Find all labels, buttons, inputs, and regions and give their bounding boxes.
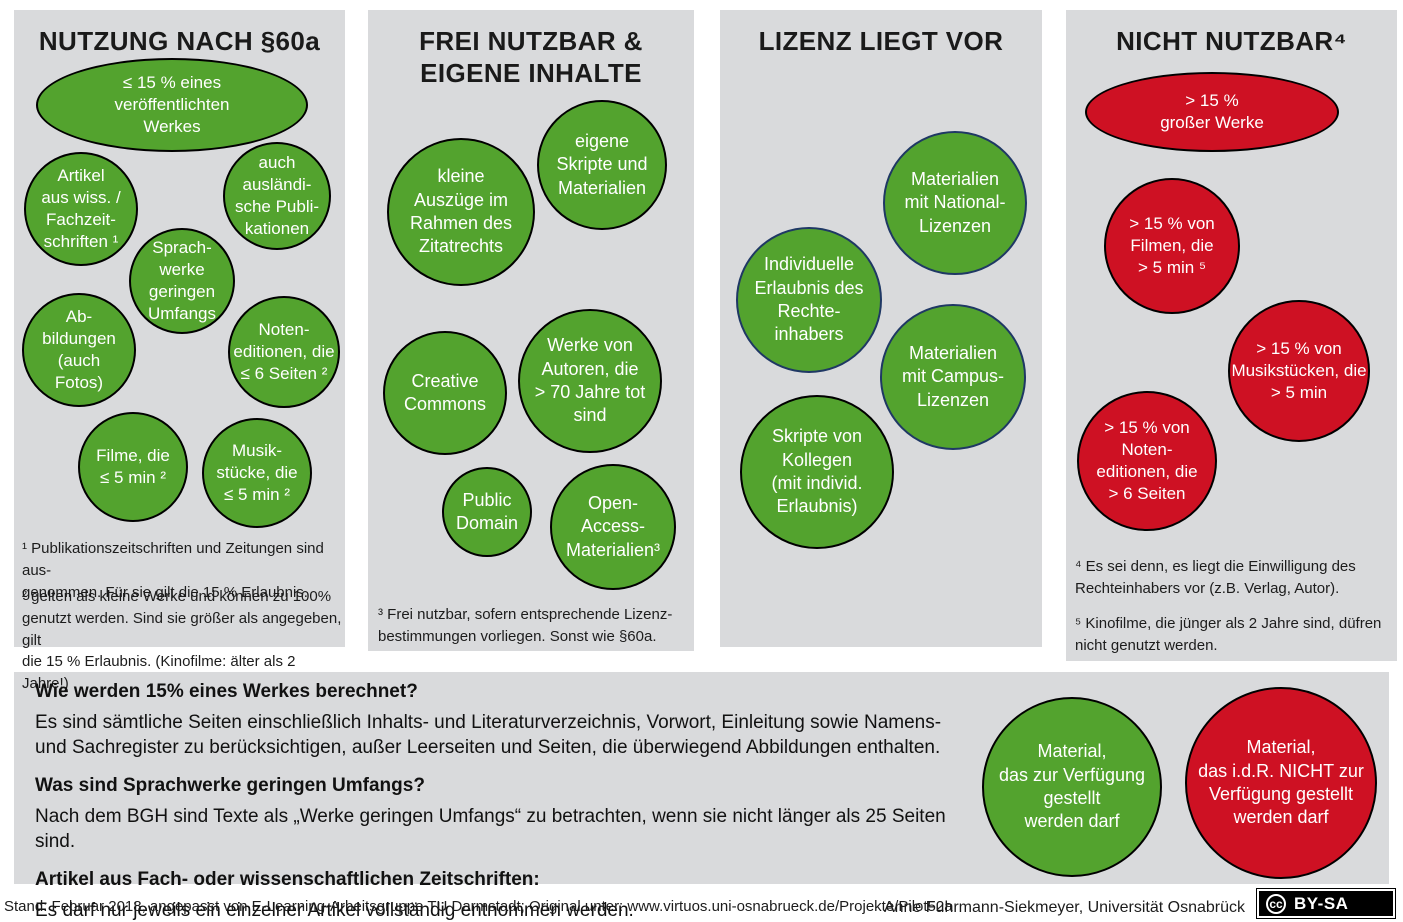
bubble-abbildungen: Ab- bildungen (auch Fotos) bbox=[22, 293, 136, 407]
footnote-4: ⁴ Es sei denn, es liegt die Einwilligung… bbox=[1075, 558, 1356, 597]
cc-icon: cc bbox=[1266, 893, 1286, 914]
bubble-15-prozent-werk: ≤ 15 % eines veröffentlichten Werkes bbox=[36, 58, 308, 152]
bubble-eigene-skripte: eigene Skripte und Materialien bbox=[537, 100, 667, 230]
footer-source-text: Stand: Februar 2018, angepasst von E-Lea… bbox=[4, 898, 953, 915]
bubble-sprachwerke: Sprach- werke geringen Umfangs bbox=[129, 228, 235, 334]
bubble-artikel-fachzeitschriften: Artikel aus wiss. / Fachzeit- schriften … bbox=[24, 152, 138, 266]
qa-answer-3: Es darf nur jeweils ein einzelner Artike… bbox=[35, 900, 634, 922]
bubble-open-access: Open- Access- Materialien³ bbox=[550, 464, 676, 590]
bubble-noteneditionen: Noten- editionen, die ≤ 6 Seiten ² bbox=[228, 296, 340, 408]
bubble-15-prozent-grosse-werke: > 15 % großer Werke bbox=[1085, 72, 1339, 152]
bubble-individuelle-erlaubnis: Individuelle Erlaubnis des Rechte- inhab… bbox=[736, 227, 882, 373]
bubble-campus-lizenzen: Materialien mit Campus- Lizenzen bbox=[880, 304, 1026, 450]
footnote-3: ³ Frei nutzbar, sofern entsprechende Liz… bbox=[378, 606, 673, 645]
qa-answer-1: Es sind sämtliche Seiten einschließlich … bbox=[35, 711, 942, 758]
footnote-2: ² gelten als kleine Werke und können zu … bbox=[22, 588, 342, 692]
cc-by-sa-badge: cc BY-SA bbox=[1256, 888, 1396, 919]
bubble-noteneditionen-ueber-6-seiten: > 15 % von Noten- editionen, die > 6 Sei… bbox=[1077, 391, 1217, 531]
qa-answer-2: Nach dem BGH sind Texte als „Werke gerin… bbox=[35, 805, 946, 853]
column-title-lizenz: LIZENZ LIEGT VOR bbox=[758, 26, 1004, 56]
column-title-frei-nutzbar: FREI NUTZBAR & EIGENE INHALTE bbox=[419, 26, 643, 88]
bubble-filme-ueber-5min: > 15 % von Filmen, die > 5 min ⁵ bbox=[1104, 178, 1240, 314]
legend-circle-allowed: Material, das zur Verfügung gestellt wer… bbox=[982, 697, 1162, 877]
cc-license-label: BY-SA bbox=[1294, 893, 1349, 913]
bubble-national-lizenzen: Materialien mit National- Lizenzen bbox=[883, 131, 1027, 275]
bubble-skripte-kollegen: Skripte von Kollegen (mit individ. Erlau… bbox=[740, 395, 894, 549]
bubble-werke-70-jahre: Werke von Autoren, die > 70 Jahre tot si… bbox=[518, 309, 662, 453]
footnote-1: ¹ Publikationszeitschriften und Zeitunge… bbox=[22, 540, 324, 601]
footer-author-credit: Anne Fuhrmann-Siekmeyer, Universität Osn… bbox=[883, 899, 1245, 916]
bubble-creative-commons: Creative Commons bbox=[383, 331, 507, 455]
cc-badge-inner: cc BY-SA bbox=[1259, 891, 1393, 916]
footnote-5: ⁵ Kinofilme, die jünger als 2 Jahre sind… bbox=[1075, 615, 1382, 654]
bubble-musikstuecke-ueber-5min: > 15 % von Musikstücken, die > 5 min bbox=[1228, 300, 1370, 442]
qa-question-2: Was sind Sprachwerke geringen Umfangs? bbox=[35, 775, 425, 797]
qa-question-3: Artikel aus Fach- oder wissenschaftliche… bbox=[35, 869, 540, 891]
bubble-public-domain: Public Domain bbox=[442, 467, 532, 557]
bubble-auslaendische-publikationen: auch ausländi- sche Publi- kationen bbox=[223, 142, 331, 250]
column-title-nutzung: NUTZUNG NACH §60a bbox=[38, 26, 321, 56]
bubble-filme-5min: Filme, die ≤ 5 min ² bbox=[78, 412, 188, 522]
bubble-musikstuecke-5min: Musik- stücke, die ≤ 5 min ² bbox=[202, 418, 312, 528]
column-title-nicht-nutzbar: NICHT NUTZBAR⁴ bbox=[1116, 26, 1347, 56]
legend-circle-not-allowed: Material, das i.d.R. NICHT zur Verfügung… bbox=[1185, 687, 1377, 879]
qa-question-1: Wie werden 15% eines Werkes berechnet? bbox=[35, 681, 418, 702]
bottom-qa-block: Wie werden 15% eines Werkes berechnet? E… bbox=[35, 680, 975, 922]
bubble-kleine-auszuege-zitatrecht: kleine Auszüge im Rahmen des Zitatrechts bbox=[387, 138, 535, 286]
